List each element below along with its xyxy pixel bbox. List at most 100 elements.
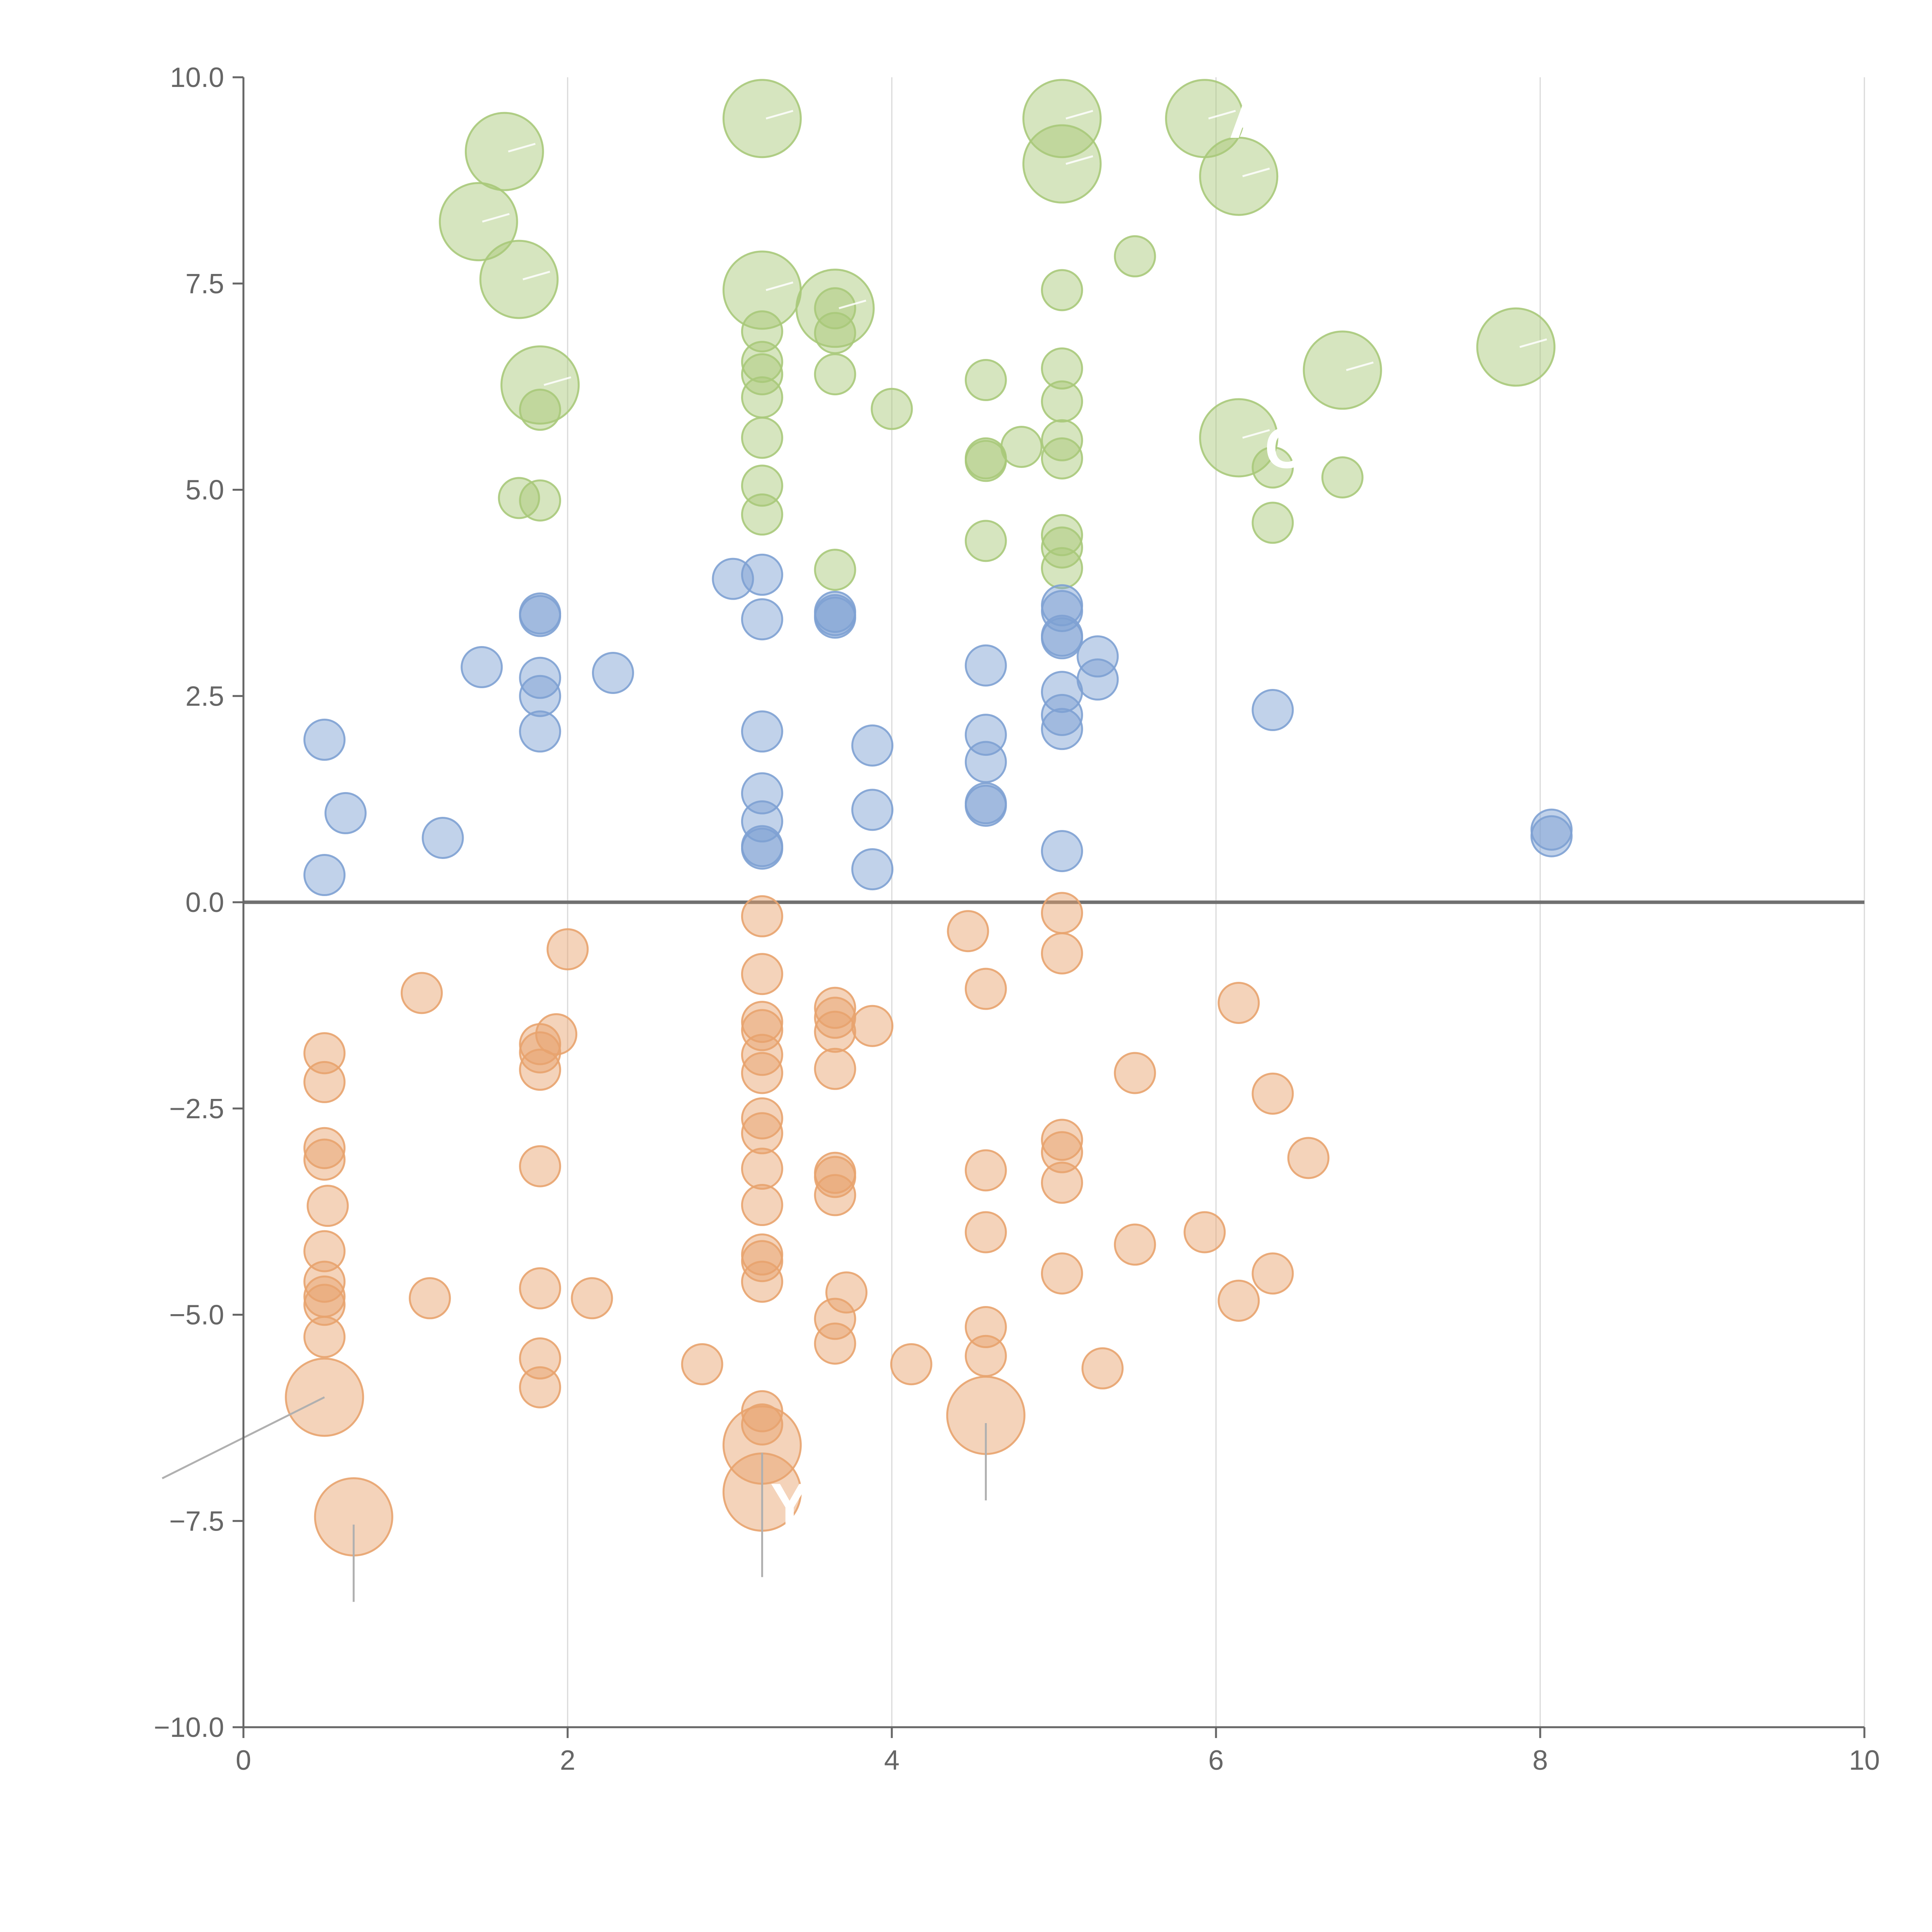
orange-data-point[interactable] [1218,1279,1260,1322]
blue-data-point[interactable] [851,848,894,891]
orange-data-point[interactable] [1041,1162,1083,1204]
orange-data-point[interactable] [519,1048,561,1091]
orange-data-point[interactable] [535,1013,578,1056]
orange-data-point[interactable] [303,1316,346,1358]
blue-data-point[interactable] [814,596,856,639]
green-data-point[interactable] [814,353,856,396]
green-data-point[interactable] [479,240,559,319]
orange-data-point[interactable] [814,1010,856,1053]
green-data-point[interactable] [1041,419,1083,461]
blue-data-point[interactable] [1077,635,1119,678]
orange-data-point[interactable] [947,910,989,952]
green-data-point[interactable] [964,440,1007,482]
orange-data-point[interactable] [741,953,783,995]
orange-data-point[interactable] [303,1061,346,1103]
orange-data-point[interactable] [519,1267,561,1310]
blue-data-point[interactable] [519,675,561,717]
orange-data-point[interactable] [814,1048,856,1090]
green-data-point[interactable] [814,312,856,354]
green-data-point[interactable] [964,359,1007,401]
green-data-point[interactable] [1321,456,1364,498]
green-data-point[interactable] [1476,307,1556,387]
green-data-point[interactable] [1041,547,1083,589]
green-data-point[interactable] [1199,136,1279,216]
blue-data-point[interactable] [964,784,1007,827]
orange-data-point[interactable] [1041,1119,1083,1161]
green-data-point[interactable] [1041,380,1083,423]
orange-data-point[interactable] [741,1148,783,1190]
green-data-point[interactable] [741,376,783,418]
green-data-point[interactable] [741,493,783,536]
orange-data-point[interactable] [741,1112,783,1155]
orange-data-point[interactable] [1114,1052,1156,1094]
green-data-point[interactable] [1303,330,1382,410]
orange-data-point[interactable] [1287,1137,1330,1179]
orange-data-point[interactable] [964,1335,1007,1377]
green-data-point[interactable] [439,182,518,262]
orange-data-point[interactable] [1252,1072,1294,1115]
green-data-point[interactable] [1252,502,1294,544]
green-data-point[interactable] [741,353,783,396]
green-data-point[interactable] [1041,437,1083,480]
blue-data-point[interactable] [1041,830,1083,872]
orange-data-point[interactable] [546,928,589,971]
orange-data-point[interactable] [741,1390,783,1432]
orange-data-point[interactable] [1184,1211,1226,1253]
blue-data-point[interactable] [519,656,561,699]
blue-data-point[interactable] [1041,694,1083,736]
orange-data-point[interactable] [814,986,856,1029]
orange-data-point[interactable] [741,1009,783,1051]
orange-data-point[interactable] [303,1127,346,1169]
orange-data-point[interactable] [741,895,783,937]
blue-data-point[interactable] [851,724,894,767]
green-data-point[interactable] [1041,514,1083,556]
blue-data-point[interactable] [741,827,783,870]
green-data-point[interactable] [1114,235,1156,277]
orange-data-point[interactable] [741,1184,783,1226]
blue-data-point[interactable] [741,710,783,753]
green-data-point[interactable] [814,549,856,591]
orange-data-point[interactable] [741,1260,783,1303]
orange-data-point[interactable] [408,1277,451,1320]
orange-data-point[interactable] [400,972,443,1014]
blue-data-point[interactable] [1041,617,1083,660]
orange-data-point[interactable] [814,997,856,1039]
orange-data-point[interactable] [306,1185,349,1227]
orange-data-point[interactable] [741,1034,783,1076]
orange-data-point[interactable] [964,1306,1007,1349]
orange-data-point[interactable] [1041,1131,1083,1173]
blue-data-point[interactable] [519,595,561,637]
green-data-point[interactable] [1252,446,1294,489]
green-data-point[interactable] [814,287,856,330]
green-data-point[interactable] [519,479,561,522]
blue-data-point[interactable] [461,646,503,689]
orange-data-point[interactable] [1081,1347,1124,1389]
green-data-point[interactable] [1000,425,1043,468]
blue-data-point[interactable] [303,718,346,761]
orange-data-point[interactable] [814,1156,856,1198]
orange-data-point[interactable] [571,1277,613,1320]
blue-data-point[interactable] [741,553,783,596]
green-data-point[interactable] [1022,124,1102,204]
orange-data-point[interactable] [1041,1252,1083,1295]
blue-data-point[interactable] [741,598,783,641]
orange-data-point[interactable] [303,1260,346,1303]
orange-data-point[interactable] [814,1174,856,1216]
green-data-point[interactable] [964,520,1007,562]
blue-data-point[interactable] [1252,689,1294,731]
green-data-point[interactable] [1199,398,1279,478]
orange-data-point[interactable] [1218,981,1260,1024]
blue-data-point[interactable] [1077,658,1119,701]
blue-data-point[interactable] [1530,815,1573,857]
orange-data-point[interactable] [814,1298,856,1340]
orange-data-point[interactable] [890,1343,932,1386]
green-data-point[interactable] [741,310,783,353]
green-data-point[interactable] [1041,269,1083,311]
blue-data-point[interactable] [851,789,894,831]
blue-data-point[interactable] [964,644,1007,687]
orange-data-point[interactable] [741,1403,783,1446]
green-data-point[interactable] [498,477,540,519]
orange-data-point[interactable] [851,1005,894,1047]
blue-data-point[interactable] [592,651,634,694]
blue-data-point[interactable] [324,792,367,834]
